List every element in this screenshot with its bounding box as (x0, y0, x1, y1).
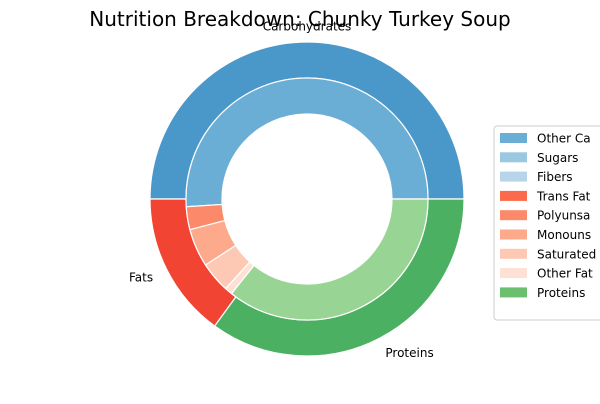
legend-swatch (500, 171, 527, 182)
legend-label: Sugars (537, 151, 578, 165)
legend-label: Polyunsa (537, 209, 590, 223)
legend-swatch (500, 287, 527, 298)
outer-label-fats: Fats (129, 270, 153, 284)
outer-label-proteins: Proteins (385, 346, 433, 360)
outer-label-carbohydrates: Carbohydrates (263, 19, 352, 33)
legend-label: Other Fat (537, 267, 593, 281)
legend-swatch (500, 248, 527, 259)
legend-swatch (500, 152, 527, 163)
inner-slice-other-carbs (185, 77, 429, 208)
legend-label: Saturated (537, 247, 596, 261)
outer-ring-labels: Carbohydrates Fats Proteins (129, 19, 434, 360)
legend-swatch (500, 133, 527, 143)
legend-swatch (500, 190, 527, 201)
legend-swatch (500, 210, 527, 221)
legend-label: Fibers (537, 170, 573, 184)
legend-swatch (500, 229, 527, 240)
legend-label: Trans Fat (536, 189, 591, 203)
legend-label: Proteins (537, 286, 585, 300)
chart-title: Nutrition Breakdown: Chunky Turkey Soup (89, 7, 510, 31)
legend: Other Ca Sugars Fibers Trans Fat Polyunsa Mon… (493, 125, 600, 321)
legend-label: Monouns (537, 228, 591, 242)
inner-slice-proteins (230, 198, 429, 321)
legend-swatch (500, 268, 527, 279)
legend-label: Other Ca (537, 132, 591, 146)
inner-ring (185, 77, 429, 321)
